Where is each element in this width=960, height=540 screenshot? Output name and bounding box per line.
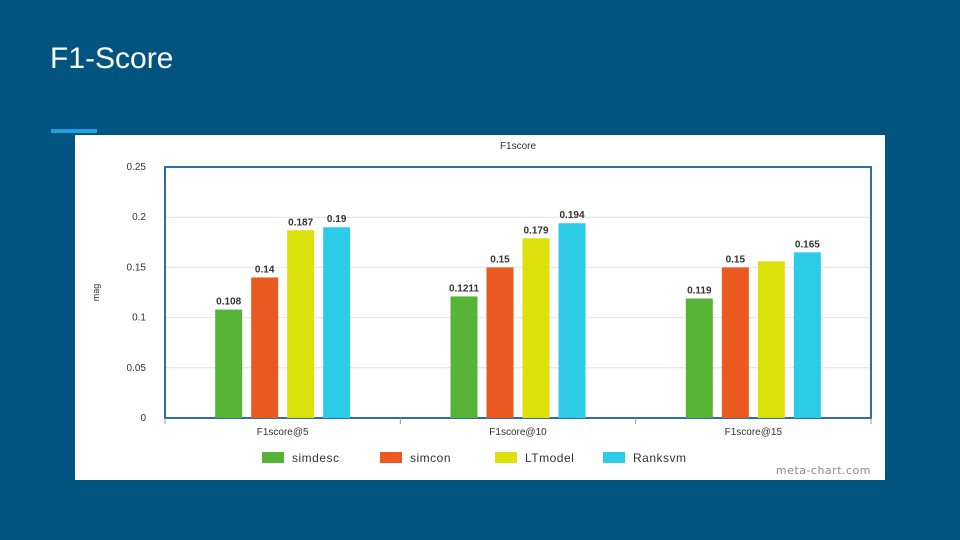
- y-tick-label: 0.15: [127, 262, 147, 273]
- bar-ranksvm: [323, 227, 351, 418]
- y-tick-label: 0.25: [127, 162, 147, 173]
- legend-label-ranksvm: Ranksvm: [633, 451, 687, 465]
- data-label: 0.119: [687, 286, 712, 297]
- y-tick-label: 0.1: [132, 313, 146, 324]
- chart-watermark: meta-chart.com: [775, 464, 871, 477]
- title-accent-bar: [51, 129, 97, 133]
- data-label: 0.108: [216, 297, 241, 308]
- legend-swatch-ltmodel: [495, 452, 517, 463]
- legend-label-simcon: simcon: [410, 451, 451, 465]
- y-tick-label: 0.05: [127, 363, 147, 374]
- chart-title: F1score: [500, 141, 537, 152]
- bar-simdesc: [215, 309, 243, 418]
- legend-label-ltmodel: LTmodel: [525, 451, 574, 465]
- y-tick-label: 0: [140, 413, 146, 424]
- bar-simcon: [721, 267, 749, 418]
- legend-swatch-simcon: [380, 452, 402, 463]
- data-label: 0.165: [795, 239, 820, 250]
- bar-simdesc: [450, 296, 478, 418]
- slide-title: F1-Score: [50, 42, 174, 75]
- bar-simcon: [486, 267, 514, 418]
- plot-border: [164, 166, 872, 419]
- data-label: 0.15: [490, 254, 510, 265]
- bar-simdesc: [685, 298, 713, 418]
- x-tick-label: F1score@15: [725, 427, 783, 438]
- y-tick-label: 0.2: [132, 212, 146, 223]
- bar-ltmodel: [287, 230, 315, 418]
- bar-ranksvm: [558, 223, 586, 418]
- data-label: 0.1211: [449, 283, 479, 294]
- bar-ltmodel: [522, 238, 550, 418]
- x-tick-label: F1score@5: [257, 427, 309, 438]
- data-label: 0.179: [523, 225, 548, 236]
- data-label: 0.194: [559, 210, 584, 221]
- data-label: 0.19: [327, 214, 347, 225]
- x-tick-label: F1score@10: [489, 427, 547, 438]
- legend-label-simdesc: simdesc: [292, 451, 340, 465]
- bar-ltmodel: [757, 261, 785, 418]
- y-axis-label: mag: [91, 284, 101, 302]
- data-label: 0.187: [288, 217, 313, 228]
- bar-ranksvm: [793, 252, 821, 418]
- legend-swatch-simdesc: [262, 452, 284, 463]
- data-label: 0.15: [726, 254, 746, 265]
- bar-simcon: [251, 277, 279, 418]
- bar-chart: F1score 0 0.05 0.1 0.15 0.2 0.25 mag 0.108 0.14 0.…: [91, 141, 872, 465]
- legend-swatch-ranksvm: [603, 452, 625, 463]
- data-label: 0.14: [255, 264, 275, 275]
- chart-panel: F1score 0 0.05 0.1 0.15 0.2 0.25 mag 0.108 0.14 0.…: [75, 135, 885, 480]
